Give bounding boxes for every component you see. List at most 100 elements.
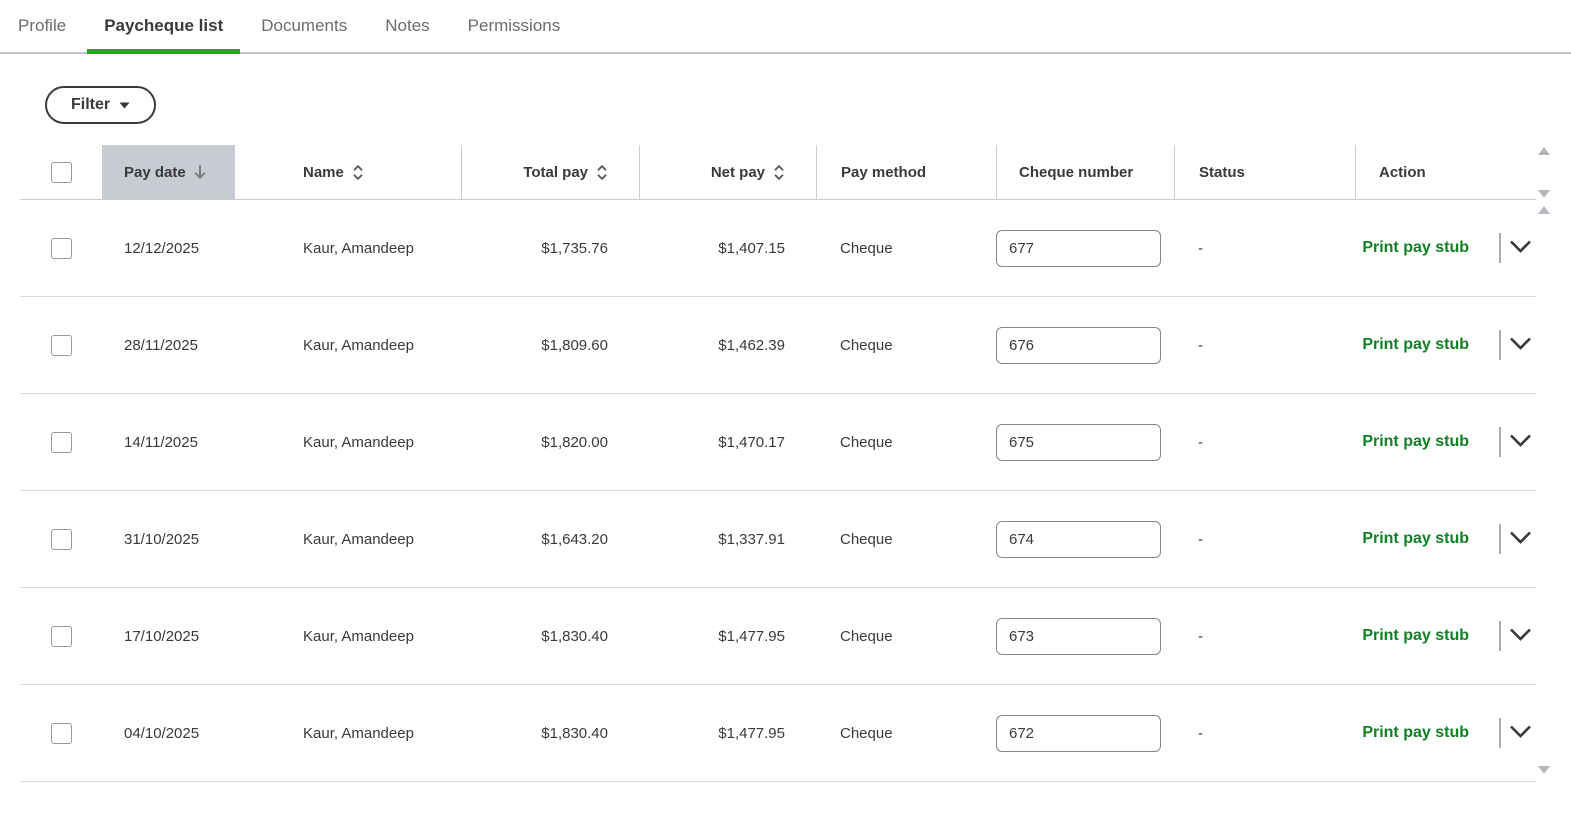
paycheque-table: Pay date Name Total pay Net pay bbox=[20, 145, 1536, 782]
total-pay-cell: $1,830.40 bbox=[541, 627, 608, 645]
row-checkbox[interactable] bbox=[51, 528, 72, 550]
tab-profile[interactable]: Profile bbox=[18, 16, 67, 35]
action-cell: Print pay stub bbox=[1355, 685, 1536, 781]
row-actions-menu-button[interactable] bbox=[1509, 628, 1532, 644]
body-scrollbar-down-icon[interactable] bbox=[1538, 766, 1550, 774]
column-header-pay-date[interactable]: Pay date bbox=[102, 145, 235, 199]
table-row: 12/12/2025 Kaur, Amandeep $1,735.76 $1,4… bbox=[20, 200, 1536, 297]
row-checkbox[interactable] bbox=[51, 625, 72, 647]
action-divider bbox=[1499, 427, 1501, 457]
status-cell: - bbox=[1198, 239, 1203, 257]
cheque-number-input[interactable] bbox=[996, 714, 1161, 752]
print-pay-stub-link[interactable]: Print pay stub bbox=[1362, 627, 1469, 644]
cheque-number-input[interactable] bbox=[996, 423, 1161, 461]
row-actions-menu-button[interactable] bbox=[1509, 725, 1532, 741]
row-checkbox[interactable] bbox=[51, 334, 72, 356]
chevron-down-icon bbox=[1509, 531, 1532, 547]
pay-method-cell: Cheque bbox=[840, 336, 893, 354]
pay-method-cell: Cheque bbox=[840, 724, 893, 742]
total-pay-cell: $1,735.76 bbox=[541, 239, 608, 257]
sort-both-icon bbox=[773, 164, 785, 181]
pay-date-cell: 28/11/2025 bbox=[124, 336, 198, 354]
status-cell: - bbox=[1198, 433, 1203, 451]
chevron-down-icon bbox=[1509, 434, 1532, 450]
select-all-cell bbox=[20, 145, 102, 199]
action-cell: Print pay stub bbox=[1355, 588, 1536, 684]
column-header-action: Action bbox=[1355, 145, 1536, 199]
status-cell: - bbox=[1198, 336, 1203, 354]
column-header-name[interactable]: Name bbox=[235, 145, 461, 199]
status-cell: - bbox=[1198, 724, 1203, 742]
print-pay-stub-link[interactable]: Print pay stub bbox=[1362, 724, 1469, 741]
total-pay-cell: $1,820.00 bbox=[541, 433, 608, 451]
cheque-number-input[interactable] bbox=[996, 229, 1161, 267]
column-header-total-pay[interactable]: Total pay bbox=[461, 145, 639, 199]
row-actions-menu-button[interactable] bbox=[1509, 337, 1532, 353]
net-pay-cell: $1,477.95 bbox=[718, 627, 785, 645]
filter-button-label: Filter bbox=[71, 96, 111, 113]
print-pay-stub-link[interactable]: Print pay stub bbox=[1362, 239, 1469, 256]
row-actions-menu-button[interactable] bbox=[1509, 240, 1532, 256]
net-pay-cell: $1,462.39 bbox=[718, 336, 785, 354]
column-header-net-pay[interactable]: Net pay bbox=[639, 145, 816, 199]
body-scrollbar-up-icon[interactable] bbox=[1538, 206, 1550, 214]
table-body: 12/12/2025 Kaur, Amandeep $1,735.76 $1,4… bbox=[20, 200, 1536, 782]
tab-paycheque-list[interactable]: Paycheque list bbox=[87, 0, 241, 54]
action-divider bbox=[1499, 233, 1501, 263]
tab-documents[interactable]: Documents bbox=[261, 16, 348, 35]
row-select-cell bbox=[20, 685, 102, 781]
cheque-number-input[interactable] bbox=[996, 617, 1161, 655]
row-checkbox[interactable] bbox=[51, 431, 72, 453]
caret-down-icon bbox=[119, 102, 130, 109]
pay-method-cell: Cheque bbox=[840, 433, 893, 451]
net-pay-cell: $1,470.17 bbox=[718, 433, 785, 451]
select-all-checkbox[interactable] bbox=[51, 161, 72, 183]
table-row: 17/10/2025 Kaur, Amandeep $1,830.40 $1,4… bbox=[20, 588, 1536, 685]
name-cell: Kaur, Amandeep bbox=[303, 239, 414, 257]
print-pay-stub-link[interactable]: Print pay stub bbox=[1362, 530, 1469, 547]
column-header-pay-method: Pay method bbox=[816, 145, 996, 199]
cheque-number-cell bbox=[996, 588, 1174, 684]
table-header-row: Pay date Name Total pay Net pay bbox=[20, 145, 1536, 200]
filter-button[interactable]: Filter bbox=[45, 86, 157, 124]
print-pay-stub-link[interactable]: Print pay stub bbox=[1362, 336, 1469, 353]
cheque-number-input[interactable] bbox=[996, 326, 1161, 364]
cheque-number-cell bbox=[996, 491, 1174, 587]
pay-date-header-label: Pay date bbox=[124, 163, 186, 181]
row-select-cell bbox=[20, 588, 102, 684]
column-header-cheque-number: Cheque number bbox=[996, 145, 1174, 199]
print-pay-stub-link[interactable]: Print pay stub bbox=[1362, 433, 1469, 450]
cheque-number-cell bbox=[996, 297, 1174, 393]
net-pay-cell: $1,407.15 bbox=[718, 239, 785, 257]
net-pay-cell: $1,477.95 bbox=[718, 724, 785, 742]
total-pay-cell: $1,643.20 bbox=[541, 530, 608, 548]
pay-date-cell: 12/12/2025 bbox=[124, 239, 200, 257]
total-pay-header-label: Total pay bbox=[523, 163, 588, 181]
row-select-cell bbox=[20, 491, 102, 587]
sort-both-icon bbox=[352, 164, 364, 181]
row-select-cell bbox=[20, 297, 102, 393]
sort-descending-icon bbox=[193, 164, 207, 180]
column-header-status: Status bbox=[1174, 145, 1355, 199]
cheque-number-input[interactable] bbox=[996, 520, 1161, 558]
action-divider bbox=[1499, 330, 1501, 360]
header-scrollbar-down-icon[interactable] bbox=[1538, 190, 1550, 198]
row-actions-menu-button[interactable] bbox=[1509, 434, 1532, 450]
table-row: 04/10/2025 Kaur, Amandeep $1,830.40 $1,4… bbox=[20, 685, 1536, 782]
row-checkbox[interactable] bbox=[51, 237, 72, 259]
tab-notes[interactable]: Notes bbox=[385, 16, 430, 35]
header-scrollbar-up-icon[interactable] bbox=[1538, 147, 1550, 155]
pay-date-cell: 31/10/2025 bbox=[124, 530, 200, 548]
action-divider bbox=[1499, 621, 1501, 651]
action-cell: Print pay stub bbox=[1355, 491, 1536, 587]
name-cell: Kaur, Amandeep bbox=[303, 433, 414, 451]
row-actions-menu-button[interactable] bbox=[1509, 531, 1532, 547]
total-pay-cell: $1,809.60 bbox=[541, 336, 608, 354]
cheque-number-cell bbox=[996, 394, 1174, 490]
chevron-down-icon bbox=[1509, 628, 1532, 644]
pay-date-cell: 14/11/2025 bbox=[124, 433, 198, 451]
row-checkbox[interactable] bbox=[51, 722, 72, 744]
name-cell: Kaur, Amandeep bbox=[303, 336, 414, 354]
pay-method-cell: Cheque bbox=[840, 239, 893, 257]
tab-permissions[interactable]: Permissions bbox=[467, 16, 561, 35]
